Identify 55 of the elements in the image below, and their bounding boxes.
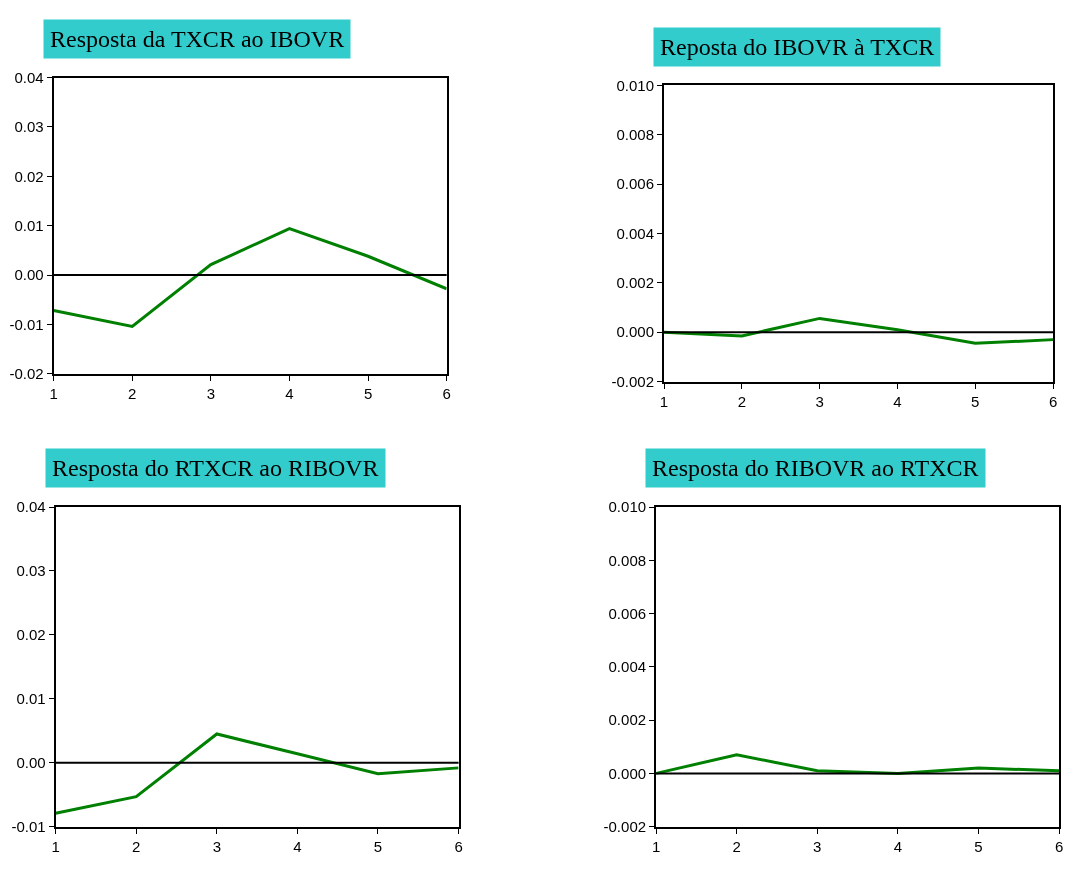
y-tick-label: 0.006 [608, 604, 647, 622]
x-tick-label: 4 [293, 837, 302, 855]
x-tick-label: 2 [737, 392, 747, 410]
chart-title: Resposta da TXCR ao IBOVR [50, 26, 345, 52]
chart-title: Resposta do RTXCR ao RIBOVR [52, 455, 379, 481]
y-tick-label: 0.010 [616, 76, 655, 94]
x-tick-label: 5 [974, 837, 983, 855]
x-tick-label: 1 [659, 392, 669, 410]
x-tick-label: 3 [206, 384, 216, 402]
y-tick-label: 0.008 [608, 551, 647, 569]
x-tick-label: 1 [51, 837, 60, 855]
x-tick-label: 6 [1054, 837, 1064, 855]
x-tick-label: 4 [893, 392, 902, 410]
x-tick-label: 1 [49, 384, 58, 402]
y-tick-label: 0.04 [16, 498, 46, 516]
x-tick-label: 3 [813, 837, 822, 855]
y-tick-label: -0.002 [603, 817, 647, 835]
y-tick-label: 0.000 [616, 323, 655, 341]
y-tick-label: -0.01 [9, 315, 44, 333]
y-tick-label: 0.002 [616, 274, 655, 292]
x-tick-label: 4 [285, 384, 294, 402]
y-tick-label: 0.00 [14, 266, 44, 284]
y-tick-label: -0.02 [9, 364, 44, 382]
x-tick-label: 2 [732, 837, 741, 855]
x-tick-label: 2 [128, 384, 137, 402]
chart-title: Resposta do RIBOVR ao RTXCR [652, 455, 979, 481]
x-tick-label: 6 [442, 384, 451, 402]
y-tick-label: 0.006 [616, 175, 655, 193]
y-tick-label: 0.00 [16, 754, 46, 772]
y-tick-label: 0.000 [608, 764, 647, 782]
x-tick-label: 5 [971, 392, 980, 410]
y-tick-label: 0.002 [608, 711, 647, 729]
y-tick-label: 0.03 [16, 562, 46, 580]
y-tick-label: 0.03 [14, 118, 44, 136]
y-tick-label: 0.008 [616, 126, 655, 144]
x-tick-label: 5 [363, 384, 373, 402]
x-tick-label: 3 [815, 392, 824, 410]
chart-title: Reposta do IBOVR à TXCR [660, 34, 935, 60]
y-tick-label: 0.04 [14, 68, 44, 86]
y-tick-label: -0.002 [611, 372, 655, 390]
y-tick-label: 0.02 [14, 167, 44, 185]
x-tick-label: 1 [651, 837, 661, 855]
y-tick-label: 0.010 [608, 498, 647, 516]
y-tick-label: 0.02 [16, 626, 46, 644]
y-tick-label: 0.01 [14, 216, 44, 234]
x-tick-label: 6 [454, 837, 463, 855]
x-tick-label: 6 [1048, 392, 1058, 410]
x-tick-label: 2 [132, 837, 141, 855]
y-tick-label: -0.01 [11, 817, 46, 835]
y-tick-label: 0.01 [16, 690, 46, 708]
x-tick-label: 4 [893, 837, 903, 855]
x-tick-label: 5 [373, 837, 383, 855]
y-tick-label: 0.004 [616, 224, 655, 242]
x-tick-label: 3 [212, 837, 221, 855]
y-tick-label: 0.004 [608, 658, 647, 676]
